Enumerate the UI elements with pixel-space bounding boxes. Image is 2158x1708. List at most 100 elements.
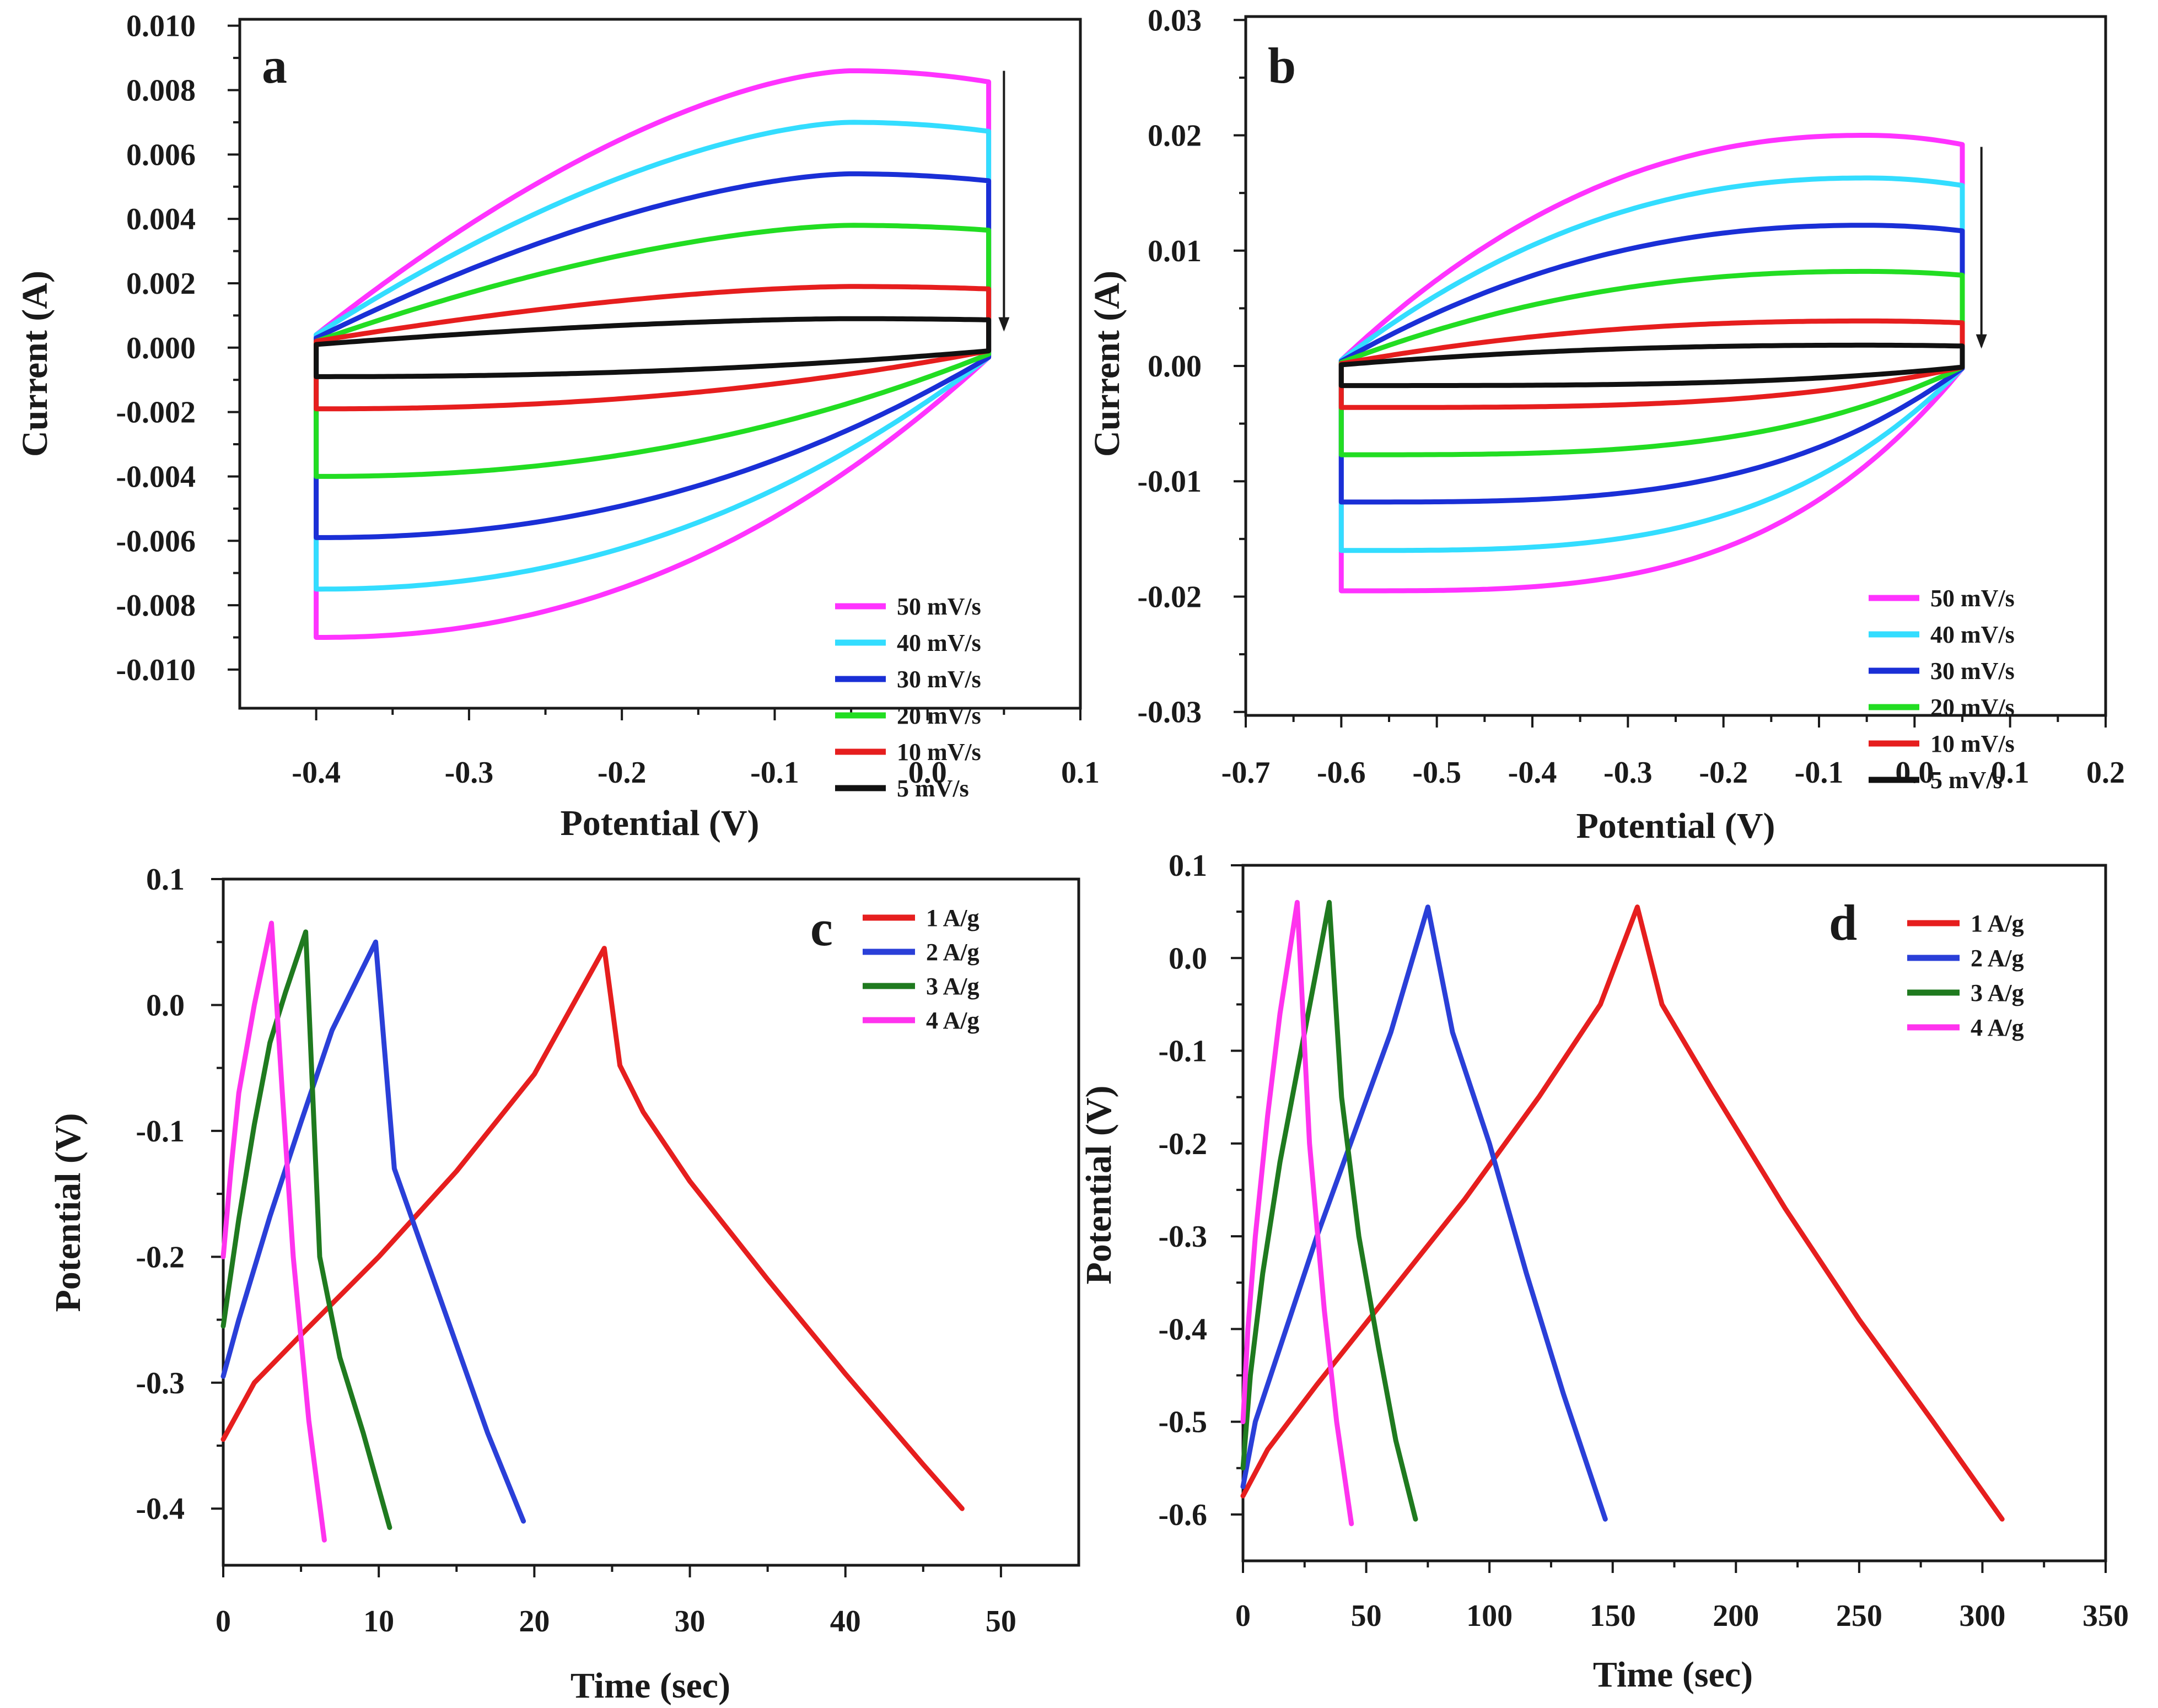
y-tick-label: -0.6 (1158, 1498, 1207, 1532)
x-tick-label: 10 (363, 1604, 394, 1639)
legend-label: 4 A/g (1971, 1014, 2024, 1041)
panel-b-ticks: -0.7 -0.6 -0.5 -0.4 -0.3 -0.2 -0.1 0.0 0.1 0.2 0.0… (1137, 3, 2125, 790)
y-tick-label: 0.010 (126, 9, 196, 44)
y-tick-label: 0.00 (1148, 349, 1202, 384)
panel-d: 0 50 100 150 200 250 300 350 0.1 0.0 -0.1 -0.2 -0.3 -… (1079, 849, 2129, 1695)
legend-item: 50 mV/s (835, 593, 981, 620)
panel-d-curves (1240, 899, 2005, 1527)
series-line (314, 171, 992, 540)
legend-item: 2 A/g (863, 939, 980, 966)
x-tick-label: -0.4 (1508, 756, 1557, 790)
legend-item: 4 A/g (863, 1007, 980, 1034)
panel-d-y-axis-title: Potential (V) (1079, 1085, 1119, 1284)
legend-item: 10 mV/s (835, 739, 981, 766)
x-tick-label: 30 (675, 1604, 706, 1639)
legend-label: 20 mV/s (1930, 694, 2015, 721)
y-tick-label: -0.2 (1158, 1127, 1207, 1161)
y-tick-label: -0.5 (1158, 1405, 1207, 1440)
y-tick-label: -0.3 (1158, 1220, 1207, 1254)
x-tick-label: -0.6 (1317, 756, 1366, 790)
x-tick-label: 150 (1590, 1599, 1636, 1633)
legend-item: 20 mV/s (1869, 694, 2015, 721)
series-line (220, 920, 327, 1543)
y-tick-label: -0.4 (136, 1492, 185, 1526)
panel-a-curves (314, 68, 992, 640)
x-tick-label: 250 (1836, 1599, 1882, 1633)
y-tick-label: -0.008 (116, 589, 196, 623)
x-tick-label: 50 (1351, 1599, 1382, 1633)
legend-item: 4 A/g (1907, 1014, 2024, 1041)
panel-d-legend: 1 A/g 2 A/g 3 A/g 4 A/g (1907, 910, 2024, 1041)
panel-c-letter: c (810, 900, 833, 956)
legend-label: 20 mV/s (897, 702, 981, 729)
panel-c-curves (220, 920, 965, 1543)
legend-label: 4 A/g (926, 1007, 980, 1034)
legend-label: 5 mV/s (897, 775, 969, 802)
legend-item: 10 mV/s (1869, 730, 2015, 757)
y-tick-label: 0.01 (1148, 234, 1202, 268)
x-tick-label: -0.2 (1699, 756, 1748, 790)
legend-label: 2 A/g (1971, 945, 2024, 972)
legend-label: 50 mV/s (897, 593, 981, 620)
legend-item: 1 A/g (1907, 910, 2024, 937)
legend-label: 30 mV/s (1930, 658, 2015, 685)
panel-c-ticks: 0 10 20 30 40 50 0.1 0.0 -0.1 -0.2 -0.3 -0.4 (136, 863, 1016, 1639)
y-tick-label: 0.004 (126, 202, 196, 236)
x-tick-label: 20 (519, 1604, 550, 1639)
legend-item: 40 mV/s (1869, 621, 2015, 648)
legend-label: 2 A/g (926, 939, 980, 966)
arrow-down-icon (1976, 334, 1987, 349)
y-tick-label: -0.01 (1137, 465, 1202, 499)
legend-label: 10 mV/s (1930, 730, 2015, 757)
legend-label: 10 mV/s (897, 739, 981, 766)
y-tick-label: -0.03 (1137, 696, 1202, 730)
panel-b: -0.7 -0.6 -0.5 -0.4 -0.3 -0.2 -0.1 0.0 0.1 0.2 0.0… (1087, 3, 2125, 846)
legend-label: 1 A/g (1971, 910, 2024, 937)
x-tick-label: -0.3 (445, 756, 494, 790)
y-tick-label: -0.3 (136, 1366, 185, 1400)
legend-item: 30 mV/s (1869, 658, 2015, 685)
x-tick-label: 0 (1235, 1599, 1251, 1633)
x-tick-label: -0.2 (598, 756, 647, 790)
x-tick-label: -0.1 (1795, 756, 1844, 790)
series-line (220, 939, 526, 1524)
y-tick-label: -0.1 (136, 1114, 185, 1149)
panel-a-legend: 50 mV/s 40 mV/s 30 mV/s 20 mV/s 10 mV/s 5 mV/… (835, 593, 981, 802)
y-tick-label: 0.002 (126, 267, 196, 301)
x-tick-label: -0.5 (1412, 756, 1461, 790)
panel-a-y-axis-title: Current (A) (15, 271, 55, 457)
y-tick-label: -0.006 (116, 524, 196, 558)
series-line (220, 929, 392, 1530)
legend-item: 50 mV/s (1869, 585, 2015, 612)
x-tick-label: 0.0 (908, 756, 947, 790)
x-tick-label: -0.1 (750, 756, 799, 790)
series-line (1240, 899, 1354, 1527)
x-tick-label: 50 (986, 1604, 1016, 1639)
legend-item: 1 A/g (863, 904, 980, 931)
x-tick-label: 0 (216, 1604, 231, 1639)
arrow-down-icon (998, 317, 1010, 332)
x-tick-label: -0.7 (1221, 756, 1271, 790)
panel-c-x-axis-title: Time (sec) (571, 1666, 730, 1706)
panel-a-ticks: -0.4 -0.3 -0.2 -0.1 0.0 0.1 0.010 0.008 0.006 0.0… (116, 9, 1100, 790)
y-tick-label: -0.004 (116, 460, 196, 494)
x-tick-label: 100 (1466, 1599, 1513, 1633)
x-tick-label: 350 (2082, 1599, 2129, 1633)
x-tick-label: 40 (830, 1604, 861, 1639)
panel-a-letter: a (262, 37, 287, 94)
legend-item: 2 A/g (1907, 945, 2024, 972)
legend-label: 40 mV/s (897, 629, 981, 656)
x-tick-label: 200 (1713, 1599, 1759, 1633)
panel-b-letter: b (1268, 37, 1296, 94)
legend-label: 3 A/g (926, 973, 980, 1000)
y-tick-label: -0.02 (1137, 580, 1202, 614)
y-tick-label: -0.4 (1158, 1312, 1207, 1346)
y-tick-label: 0.03 (1148, 3, 1202, 37)
y-tick-label: -0.2 (136, 1240, 185, 1274)
legend-item: 20 mV/s (835, 702, 981, 729)
panel-b-scan-arrow-layer (1976, 147, 1987, 349)
series-line (220, 946, 965, 1511)
y-tick-label: -0.1 (1158, 1035, 1207, 1069)
series-line (1240, 904, 1608, 1522)
panel-a-x-axis-title: Potential (V) (560, 803, 759, 843)
